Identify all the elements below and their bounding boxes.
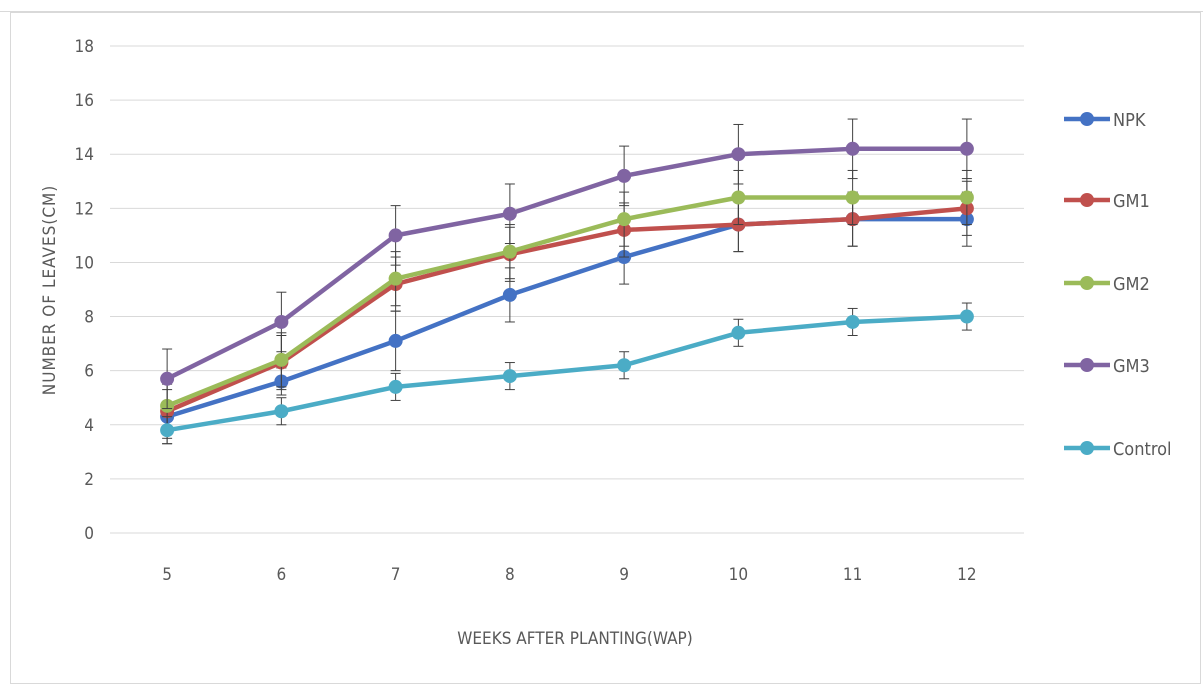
series-control	[160, 302, 974, 445]
data-point	[731, 147, 746, 162]
y-axis-ticks: 0 2 4 6 8 10 12 14 16 18	[75, 37, 94, 544]
series-line	[166, 206, 968, 414]
data-point	[502, 287, 517, 302]
legend-label: Control	[1113, 439, 1172, 460]
series-gm2	[160, 169, 974, 434]
y-tick-label: 6	[84, 362, 94, 382]
x-tick-label: 8	[505, 565, 515, 585]
series-line	[166, 314, 967, 433]
y-tick-label: 2	[84, 470, 94, 490]
data-point	[502, 206, 517, 221]
page-top-band	[0, 0, 1203, 12]
legend-label: GM2	[1113, 274, 1150, 295]
legend-item-gm2: GM2	[1064, 274, 1150, 295]
chart-frame	[10, 12, 1201, 684]
page-top-rule	[0, 11, 1203, 12]
legend-item-gm3: GM3	[1064, 356, 1150, 377]
data-point	[388, 271, 403, 286]
data-point	[617, 358, 632, 373]
x-tick-label: 9	[619, 565, 629, 585]
legend-label: GM1	[1113, 191, 1150, 212]
legend-label: NPK	[1113, 110, 1146, 131]
x-axis-ticks: 5 6 7 8 9 10 11 12	[162, 565, 976, 585]
data-point	[388, 228, 403, 243]
data-point	[617, 212, 632, 227]
y-tick-label: 12	[75, 199, 94, 219]
series-gm3	[160, 118, 974, 410]
data-point	[388, 333, 403, 348]
x-axis-title: WEEKS AFTER PLANTING(WAP)	[457, 629, 692, 649]
data-point	[731, 325, 746, 340]
series-gm1	[160, 180, 974, 439]
y-tick-label: 4	[84, 416, 94, 436]
data-point	[160, 371, 175, 386]
x-tick-label: 6	[277, 565, 287, 585]
legend-swatch-marker	[1080, 112, 1094, 126]
legend-swatch-marker	[1080, 441, 1094, 455]
y-tick-label: 16	[75, 91, 94, 111]
x-tick-label: 12	[957, 565, 976, 585]
legend-swatch-marker	[1080, 193, 1094, 207]
legend-swatch-marker	[1080, 276, 1094, 290]
legend-item-npk: NPK	[1064, 110, 1146, 131]
y-tick-label: 0	[84, 524, 94, 544]
data-point	[959, 190, 974, 205]
y-tick-label: 14	[75, 145, 94, 165]
series-line	[166, 146, 967, 381]
data-point	[502, 244, 517, 259]
x-tick-label: 7	[391, 565, 401, 585]
data-point	[160, 423, 175, 438]
x-tick-label: 5	[162, 565, 172, 585]
data-point	[731, 190, 746, 205]
y-tick-label: 18	[75, 37, 94, 57]
data-point	[388, 379, 403, 394]
data-point	[845, 141, 860, 156]
y-tick-label: 8	[84, 308, 94, 328]
data-point	[845, 314, 860, 329]
legend-swatch-marker	[1080, 358, 1094, 372]
data-point	[502, 369, 517, 384]
gridlines	[110, 45, 1024, 534]
data-point	[617, 168, 632, 183]
y-axis-title: NUMBER OF LEAVES(CM)	[40, 185, 60, 395]
legend-label: GM3	[1113, 356, 1150, 377]
data-point	[274, 352, 289, 367]
data-point	[274, 314, 289, 329]
data-point	[845, 190, 860, 205]
series-line	[166, 195, 967, 408]
x-tick-label: 10	[729, 565, 748, 585]
y-tick-label: 10	[75, 253, 94, 273]
legend-item-control: Control	[1064, 439, 1172, 460]
series-lines	[160, 118, 974, 445]
legend-item-gm1: GM1	[1064, 191, 1150, 212]
data-point	[959, 309, 974, 324]
data-point	[959, 141, 974, 156]
x-tick-label: 11	[843, 565, 862, 585]
legend: NPK GM1 GM2 GM3 Control	[1064, 110, 1172, 460]
data-point	[274, 404, 289, 419]
